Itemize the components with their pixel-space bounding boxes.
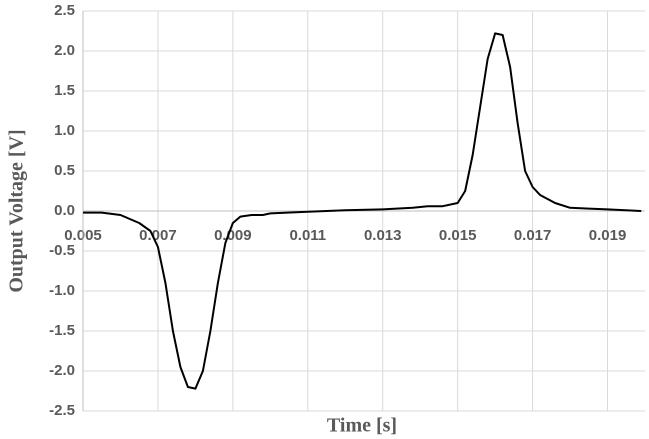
- x-tick-label: 0.007: [139, 227, 177, 244]
- x-tick-label: 0.015: [439, 227, 477, 244]
- y-tick-label: 0.5: [54, 162, 75, 179]
- y-axis-title: Output Voltage [V]: [6, 129, 28, 292]
- x-tick-label: 0.009: [214, 227, 252, 244]
- y-tick-label: 2.5: [54, 2, 75, 19]
- x-tick-label: 0.013: [364, 227, 402, 244]
- y-tick-label: -2.0: [49, 362, 75, 379]
- y-tick-label: 1.5: [54, 82, 75, 99]
- y-tick-label: -0.5: [49, 242, 75, 259]
- y-tick-label: 0.0: [54, 202, 75, 219]
- y-tick-label: -1.0: [49, 282, 75, 299]
- y-tick-label: -1.5: [49, 322, 75, 339]
- x-tick-label: 0.011: [289, 227, 326, 244]
- y-tick-label: 2.0: [54, 42, 75, 59]
- x-axis-title: Time [s]: [327, 415, 397, 437]
- x-tick-label: 0.017: [514, 227, 552, 244]
- y-tick-label: 1.0: [54, 122, 75, 139]
- x-tick-label: 0.019: [589, 227, 627, 244]
- y-tick-label: -2.5: [49, 402, 75, 419]
- data-line: [83, 32, 642, 390]
